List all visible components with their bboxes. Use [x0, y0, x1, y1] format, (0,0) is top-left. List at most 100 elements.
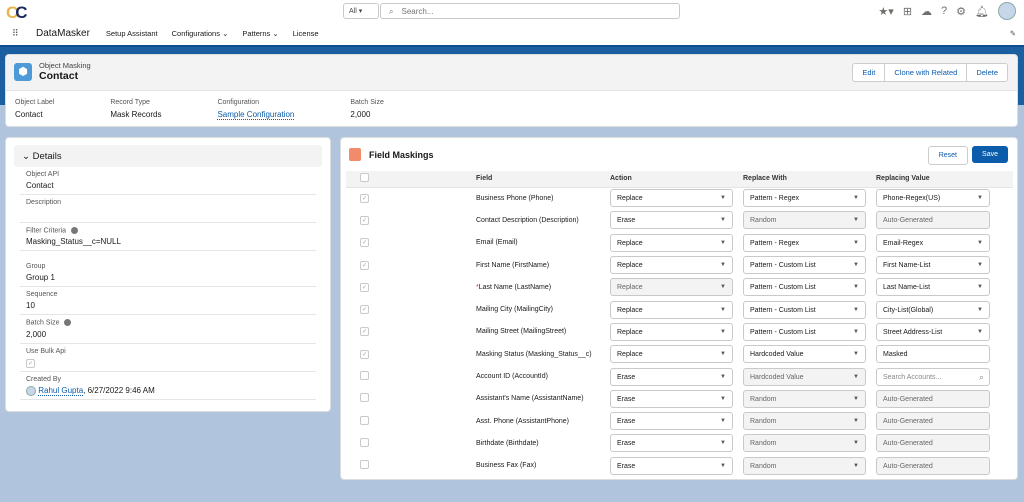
replacing-value-select[interactable]: Street Address-List ▼ — [876, 322, 990, 341]
field-maskings-panel: Field Maskings Reset Save Field Action R… — [340, 137, 1018, 480]
edit-nav-icon[interactable]: ✎ — [1009, 29, 1016, 38]
nav-item-patterns[interactable]: Patterns ⌄ — [242, 29, 278, 38]
clone-with-related-button[interactable]: Clone with Related — [885, 64, 968, 81]
select-value: Hardcoded Value — [750, 373, 804, 381]
action-select[interactable]: Replace ▼ — [610, 256, 733, 275]
replacing-value-select[interactable]: Phone-Regex(US) ▼ — [876, 189, 990, 208]
col-action: Action — [610, 171, 743, 188]
row-checkbox[interactable]: ✓ — [360, 305, 369, 315]
replacing-value-input[interactable]: Masked — [876, 345, 990, 364]
select-value: Street Address-List — [883, 328, 943, 336]
save-button[interactable]: Save — [972, 146, 1008, 163]
app-launcher-icon[interactable]: ⠿ — [12, 28, 19, 38]
action-select[interactable]: Replace ▼ — [610, 300, 733, 319]
nav-label: Patterns — [242, 29, 271, 38]
row-checkbox[interactable]: ✓ — [360, 238, 369, 248]
nav-item-setup-assistant[interactable]: Setup Assistant — [105, 29, 158, 38]
field-label: Business Phone (Phone) — [476, 194, 554, 202]
replacing-value-select[interactable]: Email-Regex ▼ — [876, 233, 990, 252]
select-all-checkbox[interactable] — [360, 173, 369, 183]
gear-icon[interactable]: ⚙ — [956, 5, 967, 18]
row-checkbox[interactable]: ✓ — [360, 215, 369, 225]
action-select[interactable]: Erase ▼ — [610, 367, 733, 386]
created-by-user-link[interactable]: Rahul Gupta — [38, 385, 84, 396]
action-select[interactable]: Erase ▼ — [610, 389, 733, 408]
help-icon[interactable]: ? — [941, 5, 948, 17]
add-icon[interactable]: ⊞ — [902, 5, 913, 18]
replace-with-select: Random ▼ — [743, 434, 866, 453]
row-checkbox[interactable] — [360, 460, 369, 470]
row-checkbox[interactable]: ✓ — [360, 193, 369, 203]
select-value: First Name-List — [883, 262, 931, 270]
caret-down-icon: ▼ — [720, 328, 726, 335]
row-checkbox[interactable]: ✓ — [360, 260, 369, 270]
replace-with-select[interactable]: Pattern - Regex ▼ — [743, 189, 866, 208]
placeholder: Search Accounts... — [883, 373, 942, 381]
col-field: Field — [476, 171, 610, 188]
action-select[interactable]: Replace ▼ — [610, 322, 733, 341]
select-value: Email-Regex — [883, 239, 924, 247]
action-select[interactable]: Erase ▼ — [610, 434, 733, 453]
action-select[interactable]: Replace ▼ — [610, 189, 733, 208]
record-highlights: ⬢ Object Masking Contact Edit Clone with… — [5, 54, 1018, 127]
required-indicator: * — [476, 283, 479, 291]
caret-down-icon: ▼ — [720, 306, 726, 313]
replacing-value-select[interactable]: Last Name-List ▼ — [876, 278, 990, 297]
trailhead-icon[interactable]: ☁ — [921, 5, 933, 18]
caret-down-icon: ▼ — [977, 262, 983, 269]
caret-down-icon: ▼ — [720, 284, 726, 291]
table-row: ✓ Business Phone (Phone) Replace ▼ Patter… — [346, 187, 1013, 209]
search-scope-select[interactable]: All ▾ — [343, 3, 379, 19]
configuration-link[interactable]: Sample Configuration — [217, 110, 295, 120]
row-checkbox[interactable] — [360, 393, 369, 403]
row-checkbox[interactable] — [360, 371, 369, 381]
row-checkbox[interactable] — [360, 437, 369, 447]
field-name: Masking Status (Masking_Status__c) — [476, 343, 610, 365]
replace-with-select[interactable]: Pattern - Custom List ▼ — [743, 322, 866, 341]
action-select[interactable]: Replace ▼ — [610, 345, 733, 364]
bell-icon[interactable]: 🔔︎ — [975, 5, 989, 18]
chevron-down-icon: ⌄ — [272, 29, 279, 38]
row-checkbox[interactable] — [360, 415, 369, 425]
replacing-value-select[interactable]: First Name-List ▼ — [876, 256, 990, 275]
replace-with-select[interactable]: Pattern - Regex ▼ — [743, 233, 866, 252]
global-search[interactable]: ⌕ — [380, 3, 680, 19]
select-value: Pattern - Custom List — [750, 328, 816, 336]
nav-item-license[interactable]: License — [292, 29, 319, 38]
field-label: Mailing Street (MailingStreet) — [476, 328, 567, 336]
nav-item-configurations[interactable]: Configurations ⌄ — [172, 29, 229, 38]
replace-with-select: Hardcoded Value ▼ — [743, 367, 866, 386]
row-checkbox[interactable]: ✓ — [360, 327, 369, 337]
field-name: Mailing Street (MailingStreet) — [476, 321, 610, 343]
caret-down-icon: ▼ — [977, 195, 983, 202]
caret-down-icon: ▼ — [720, 262, 726, 269]
user-avatar[interactable] — [998, 2, 1016, 20]
select-value: Random — [750, 462, 777, 470]
caret-down-icon: ▼ — [853, 239, 859, 246]
reset-button[interactable]: Reset — [927, 146, 968, 165]
replace-with-select[interactable]: Pattern - Custom List ▼ — [743, 300, 866, 319]
replace-with-select[interactable]: Pattern - Custom List ▼ — [743, 256, 866, 275]
row-checkbox[interactable]: ✓ — [360, 349, 369, 359]
row-checkbox[interactable]: ✓ — [360, 282, 369, 292]
field-name: Email (Email) — [476, 232, 610, 254]
logo[interactable]: CC — [6, 3, 28, 22]
detail-value: 10 — [26, 301, 35, 311]
edit-button[interactable]: Edit — [853, 64, 886, 81]
favorites-icon[interactable]: ★▾ — [878, 5, 894, 18]
action-select[interactable]: Erase ▼ — [610, 412, 733, 431]
info-icon[interactable] — [64, 319, 72, 327]
action-select[interactable]: Replace ▼ — [610, 233, 733, 252]
action-select[interactable]: Erase ▼ — [610, 211, 733, 230]
search-accounts-input[interactable]: Search Accounts... ⌕ — [876, 367, 990, 386]
info-icon[interactable] — [71, 227, 79, 234]
field-label: Email (Email) — [476, 239, 518, 247]
search-input[interactable] — [401, 7, 652, 16]
field-name: Birthdate (Birthdate) — [476, 432, 610, 454]
replace-with-select[interactable]: Pattern - Custom List ▼ — [743, 278, 866, 297]
replacing-value-select[interactable]: City-List(Global) ▼ — [876, 300, 990, 319]
replace-with-select[interactable]: Hardcoded Value ▼ — [743, 345, 866, 364]
details-section-toggle[interactable]: ⌄ Details — [14, 145, 322, 167]
action-select[interactable]: Erase ▼ — [610, 456, 733, 475]
delete-button[interactable]: Delete — [976, 68, 998, 77]
